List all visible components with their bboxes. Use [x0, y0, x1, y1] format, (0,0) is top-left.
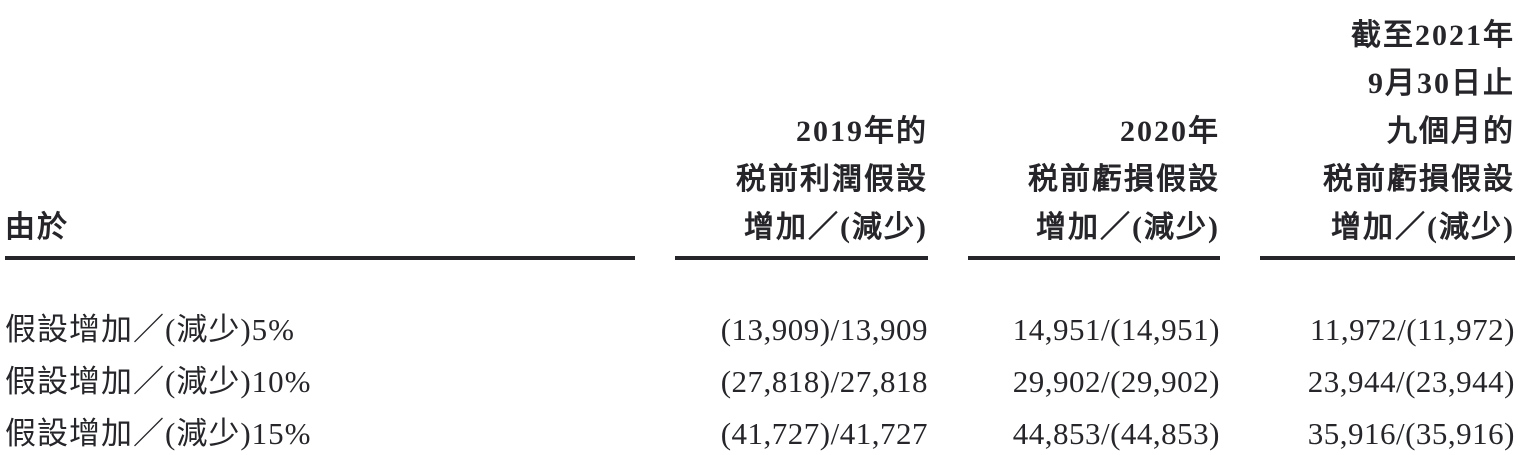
row-label: 假設增加／(減少)10%: [5, 364, 312, 399]
value-2019: (13,909)/13,909: [720, 312, 928, 347]
row-label: 假設增加／(減少)5%: [5, 312, 295, 347]
header-line: 增加／(減少): [1331, 211, 1515, 244]
row-label: 假設增加／(減少)15%: [5, 416, 312, 451]
column-header-2020-pretax-loss: 2020年 税前虧損假設 增加／(減少): [968, 108, 1220, 260]
table-row: 假設增加／(減少)15% (41,727)/41,727 44,853/(44,…: [5, 408, 1524, 455]
header-line: 九個月的: [1387, 115, 1515, 148]
column-header-2019-pretax-profit: 2019年的 税前利潤假設 增加／(減少): [675, 108, 928, 260]
value-9m-2021: 23,944/(23,944): [1307, 364, 1515, 399]
header-line: 税前虧損假設: [1323, 163, 1515, 196]
table-row: 假設增加／(減少)5% (13,909)/13,909 14,951/(14,9…: [5, 304, 1524, 356]
header-line: 增加／(減少): [1036, 211, 1220, 244]
value-2020: 44,853/(44,853): [1012, 416, 1220, 451]
header-line: 税前虧損假設: [1028, 163, 1220, 196]
table-row: 假設增加／(減少)10% (27,818)/27,818 29,902/(29,…: [5, 356, 1524, 408]
table-body: 假設增加／(減少)5% (13,909)/13,909 14,951/(14,9…: [5, 304, 1524, 455]
column-header-9m-2021-pretax-loss: 截至2021年 9月30日止 九個月的 税前虧損假設 增加／(減少): [1260, 12, 1515, 260]
header-line: 9月30日止: [1368, 67, 1515, 100]
column-header-reason: 由於: [5, 204, 635, 260]
value-2019: (41,727)/41,727: [720, 416, 928, 451]
header-line: 2019年的: [796, 115, 928, 148]
header-line: 增加／(減少): [744, 211, 928, 244]
value-9m-2021: 35,916/(35,916): [1307, 416, 1515, 451]
value-2019: (27,818)/27,818: [720, 364, 928, 399]
header-line: 截至2021年: [1351, 19, 1515, 52]
value-2020: 14,951/(14,951): [1012, 312, 1220, 347]
value-2020: 29,902/(29,902): [1012, 364, 1220, 399]
header-line: 税前利潤假設: [736, 163, 928, 196]
column-header-reason-label: 由於: [5, 211, 69, 244]
table-header-row: 由於 2019年的 税前利潤假設 增加／(減少) 2020年 税前虧損假設 增加…: [5, 0, 1524, 260]
value-9m-2021: 11,972/(11,972): [1310, 312, 1515, 347]
header-line: 2020年: [1120, 115, 1220, 148]
